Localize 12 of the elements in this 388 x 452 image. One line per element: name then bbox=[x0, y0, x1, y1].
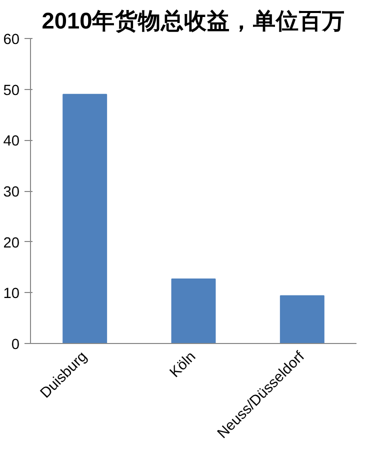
y-tick-label: 30 bbox=[3, 184, 20, 200]
bar bbox=[280, 295, 324, 344]
y-tick-label: 40 bbox=[3, 134, 20, 150]
bar bbox=[171, 278, 216, 344]
y-tick-label: 60 bbox=[3, 32, 20, 48]
y-tick-label: 0 bbox=[11, 337, 20, 353]
x-tick-label: Köln bbox=[167, 348, 200, 381]
chart-title: 2010年货物总收益，单位百万 bbox=[42, 8, 346, 34]
y-tick-label: 10 bbox=[3, 286, 20, 302]
bar bbox=[62, 94, 108, 344]
y-tick-label: 20 bbox=[3, 235, 20, 252]
y-tick-label: 50 bbox=[3, 82, 20, 99]
